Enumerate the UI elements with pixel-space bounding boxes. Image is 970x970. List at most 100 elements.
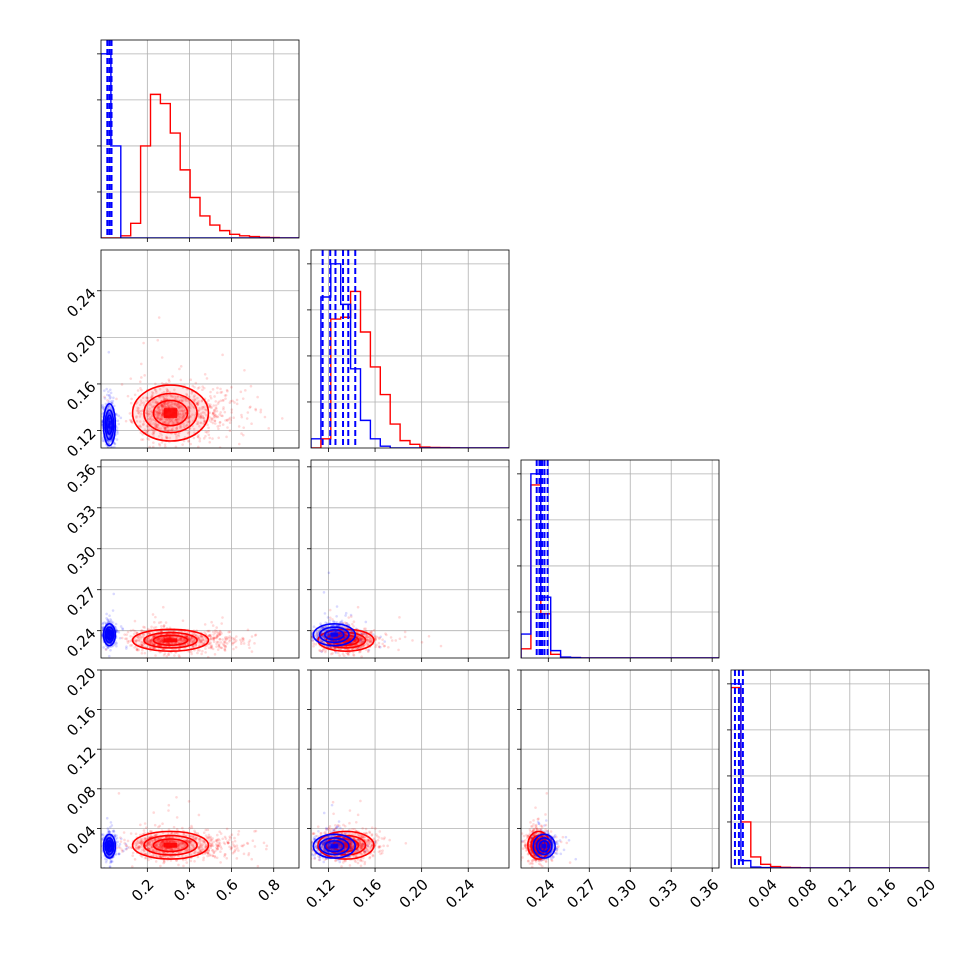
scatter-point (230, 408, 234, 411)
scatter-point (108, 428, 112, 432)
scatter-point (245, 417, 249, 420)
scatter-point (249, 405, 252, 409)
scatter-point (193, 639, 196, 643)
scatter-point (201, 638, 205, 641)
scatter-point (168, 390, 171, 394)
scatter-point (332, 624, 336, 627)
scatter-point (187, 833, 191, 837)
scatter-point (155, 423, 159, 427)
scatter-point (109, 676, 112, 679)
contour-line (152, 634, 189, 646)
scatter-point (156, 416, 159, 419)
scatter-point (254, 408, 258, 412)
scatter-point (128, 418, 132, 422)
scatter-point (333, 630, 336, 634)
scatter-point (167, 653, 170, 656)
scatter-point (213, 653, 217, 656)
scatter-point (229, 636, 232, 640)
scatter-point (366, 642, 370, 646)
scatter-point (222, 407, 225, 411)
scatter-point (179, 637, 183, 641)
scatter-point (394, 639, 398, 642)
scatter-point (106, 646, 110, 649)
scatter-point (223, 641, 227, 645)
scatter-point (321, 634, 325, 638)
scatter-point (162, 624, 166, 627)
scatter-point (207, 429, 210, 433)
scatter-point (159, 620, 163, 624)
scatter-point (248, 646, 251, 650)
scatter-point (188, 835, 191, 838)
scatter-point (149, 640, 152, 644)
scatter-point (147, 428, 151, 431)
scatter-point (158, 395, 162, 399)
scatter-point (211, 412, 215, 416)
scatter-point (179, 413, 183, 416)
scatter-point (136, 649, 139, 652)
scatter-point (147, 847, 150, 850)
scatter-point (101, 412, 104, 416)
scatter-point (149, 645, 152, 649)
scatter-point (101, 636, 103, 640)
scatter-point (164, 436, 168, 440)
scatter-point (182, 439, 186, 443)
scatter-point (166, 388, 169, 392)
scatter-point (331, 618, 334, 621)
scatter-point (105, 612, 108, 616)
scatter-point (191, 641, 194, 644)
scatter-point (160, 433, 163, 437)
scatter-point (154, 413, 158, 417)
scatter-point (146, 841, 149, 844)
scatter-point (366, 650, 370, 654)
scatter-point (349, 636, 353, 639)
scatter-point (107, 405, 110, 409)
scatter-point (228, 421, 232, 424)
scatter-point (175, 418, 178, 422)
scatter-point (148, 641, 152, 644)
scatter-point (109, 618, 112, 621)
scatter-point (362, 632, 366, 636)
scatter-point (337, 624, 341, 628)
scatter-point (225, 435, 228, 439)
scatter-point (182, 415, 185, 419)
scatter-point (223, 647, 227, 650)
scatter-point (139, 362, 143, 366)
scatter-point (173, 397, 177, 401)
scatter-point (150, 849, 154, 852)
scatter-point (145, 409, 149, 413)
scatter-point (211, 437, 214, 440)
scatter-point (209, 835, 213, 839)
scatter-point (134, 846, 138, 850)
scatter-point (173, 839, 176, 843)
scatter-point (196, 636, 200, 640)
scatter-point (208, 634, 211, 637)
scatter-point (366, 635, 370, 639)
scatter-point (352, 620, 356, 624)
scatter-point (389, 636, 393, 639)
scatter-point (217, 631, 220, 635)
contour-line (325, 631, 367, 649)
scatter-point (111, 621, 115, 624)
scatter-point (138, 410, 141, 413)
scatter-point (163, 443, 167, 446)
scatter-point (146, 429, 149, 432)
scatter-point (114, 412, 118, 416)
scatter-point (227, 417, 231, 421)
scatter-point (189, 859, 193, 863)
scatter-point (220, 390, 224, 394)
scatter-point (161, 411, 165, 415)
scatter-point (159, 637, 163, 640)
scatter-point (157, 411, 161, 415)
scatter-point (199, 639, 202, 643)
scatter-point (360, 637, 364, 641)
scatter-point (226, 840, 229, 843)
scatter-point (169, 855, 173, 858)
scatter-point (189, 834, 193, 838)
scatter-point (164, 405, 167, 409)
scatter-point (383, 640, 387, 643)
scatter-point (103, 395, 106, 399)
scatter-point (235, 844, 239, 847)
scatter-point (162, 402, 165, 406)
scatter-point (164, 427, 167, 430)
scatter-point (149, 403, 153, 406)
